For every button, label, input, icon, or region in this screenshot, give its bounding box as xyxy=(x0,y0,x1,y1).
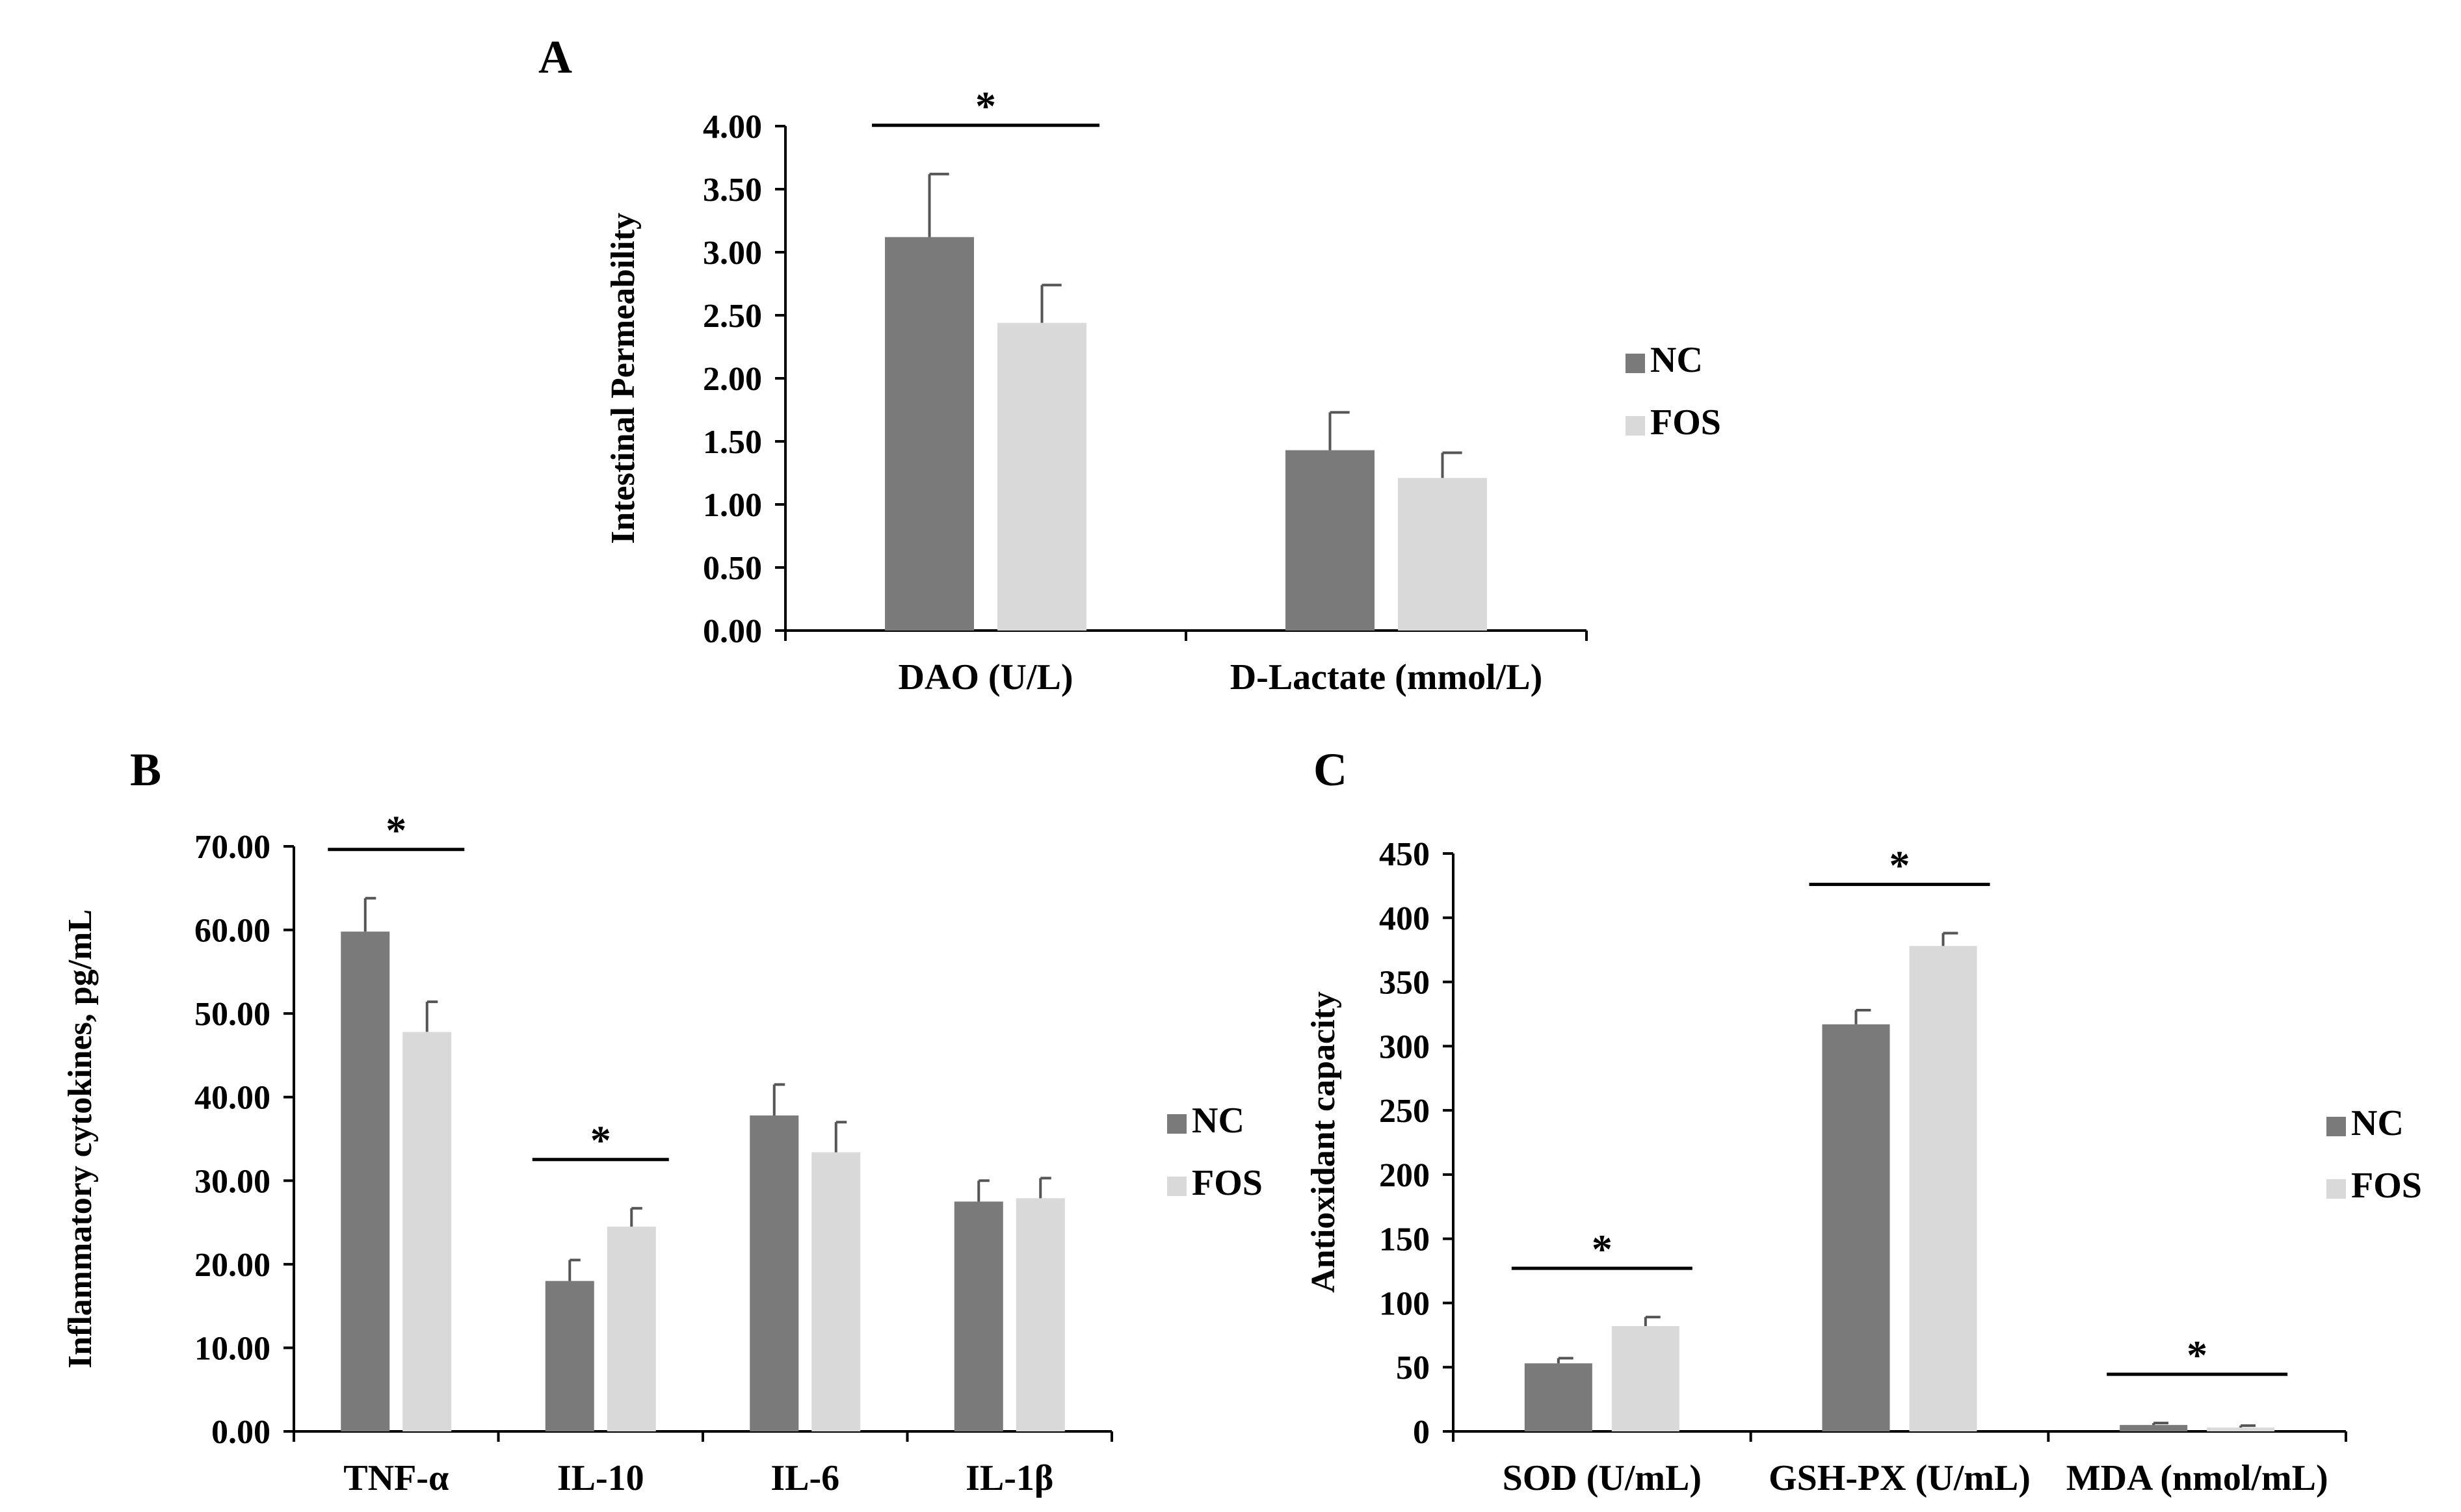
panel-label-a: A xyxy=(538,31,572,83)
y-tick-label: 350 xyxy=(1379,965,1430,1002)
y-tick-label: 50.00 xyxy=(194,996,270,1033)
y-tick-label: 50 xyxy=(1396,1349,1430,1387)
legend-label-fos: FOS xyxy=(2351,1166,2422,1206)
y-tick-label: 100 xyxy=(1379,1285,1430,1322)
y-tick-label: 3.00 xyxy=(703,235,762,272)
category-label: TNF-α xyxy=(343,1458,449,1498)
bar-fos xyxy=(607,1227,656,1431)
bar-nc xyxy=(2120,1425,2188,1431)
y-tick-label: 0.00 xyxy=(703,613,762,650)
significance-star: * xyxy=(1889,842,1910,888)
category-label: IL-10 xyxy=(557,1458,644,1498)
legend-label-nc: NC xyxy=(1192,1101,1244,1141)
category-label: GSH-PX (U/mL) xyxy=(1769,1458,2031,1498)
y-tick-label: 250 xyxy=(1379,1093,1430,1130)
significance-star: * xyxy=(2187,1332,2207,1378)
y-tick-label: 450 xyxy=(1379,836,1430,873)
y-tick-label: 300 xyxy=(1379,1028,1430,1065)
y-tick-label: 1.00 xyxy=(703,487,762,524)
panel-b: B Inflammatory cytokines, pg/mL 0.00 10.00 2… xyxy=(62,744,1263,1498)
legend-swatch-nc xyxy=(1167,1114,1187,1134)
y-tick-label: 30.00 xyxy=(194,1163,270,1200)
bar-fos xyxy=(1611,1326,1679,1431)
y-tick-label: 60.00 xyxy=(194,913,270,950)
y-tick-label: 70.00 xyxy=(194,829,270,866)
legend-swatch-nc xyxy=(1625,354,1645,373)
bar-nc xyxy=(954,1201,1003,1431)
y-tick-label: 2.50 xyxy=(703,298,762,335)
y-tick-label: 40.00 xyxy=(194,1080,270,1117)
category-label: SOD (U/mL) xyxy=(1503,1458,1702,1498)
panel-label-c: C xyxy=(1313,744,1347,796)
panel-a: A Intestinal Permeability 0.00 0.50 1.00 1.50… xyxy=(538,31,1721,697)
y-tick-label: 400 xyxy=(1379,900,1430,937)
bar-fos xyxy=(811,1152,861,1431)
panel-c: C Antioxidant capacity 0 50 100 150 200 250 300 3… xyxy=(1305,744,2422,1498)
bar-nc xyxy=(885,237,974,631)
legend: NC FOS xyxy=(1167,1101,1263,1203)
y-tick-label: 4.00 xyxy=(703,109,762,146)
bar-nc xyxy=(1285,450,1375,631)
bar-nc xyxy=(341,932,390,1431)
legend-label-fos: FOS xyxy=(1192,1163,1263,1203)
y-tick-label: 150 xyxy=(1379,1221,1430,1258)
panel-label-b: B xyxy=(130,744,161,796)
bar-fos xyxy=(1398,478,1487,631)
y-tick-label: 0.00 xyxy=(211,1414,270,1451)
bar-fos xyxy=(997,322,1086,631)
y-tick-label: 0 xyxy=(1413,1414,1430,1451)
bar-nc xyxy=(1524,1363,1592,1431)
legend-swatch-fos xyxy=(1625,416,1645,436)
y-axis-label: Antioxidant capacity xyxy=(1305,991,1342,1293)
legend-swatch-fos xyxy=(1167,1177,1187,1196)
legend-label-nc: NC xyxy=(2351,1103,2404,1143)
significance-star: * xyxy=(975,83,996,129)
y-tick-label: 10.00 xyxy=(194,1330,270,1367)
significance-star: * xyxy=(386,807,406,854)
legend-label-nc: NC xyxy=(1650,340,1703,380)
y-tick-label: 20.00 xyxy=(194,1247,270,1284)
y-axis-label: Intestinal Permeability xyxy=(605,213,642,544)
legend-swatch-fos xyxy=(2326,1179,2346,1199)
y-tick-label: 2.00 xyxy=(703,361,762,398)
legend: NC FOS xyxy=(1625,340,1721,443)
bar-nc xyxy=(545,1281,594,1431)
bar-nc xyxy=(1822,1024,1890,1431)
category-label: MDA (nmol/mL) xyxy=(2066,1458,2328,1498)
category-label: IL-1β xyxy=(966,1458,1053,1498)
y-tick-label: 0.50 xyxy=(703,550,762,587)
y-tick-label: 3.50 xyxy=(703,172,762,209)
bar-fos xyxy=(1016,1198,1065,1431)
y-axis-label: Inflammatory cytokines, pg/mL xyxy=(62,909,99,1368)
significance-star: * xyxy=(590,1117,611,1164)
significance-star: * xyxy=(1592,1226,1612,1272)
bar-fos xyxy=(2207,1427,2275,1431)
bar-fos xyxy=(1909,946,1977,1431)
legend: NC FOS xyxy=(2326,1103,2422,1206)
category-label: DAO (U/L) xyxy=(898,657,1073,697)
category-label: D-Lactate (mmol/L) xyxy=(1230,657,1543,697)
bar-nc xyxy=(750,1115,799,1431)
legend-swatch-nc xyxy=(2326,1117,2346,1136)
y-tick-label: 200 xyxy=(1379,1157,1430,1194)
y-tick-label: 1.50 xyxy=(703,424,762,461)
category-label: IL-6 xyxy=(770,1458,839,1498)
legend-label-fos: FOS xyxy=(1650,402,1721,443)
bar-fos xyxy=(402,1032,452,1431)
